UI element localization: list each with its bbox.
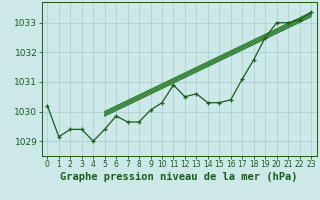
X-axis label: Graphe pression niveau de la mer (hPa): Graphe pression niveau de la mer (hPa) — [60, 172, 298, 182]
